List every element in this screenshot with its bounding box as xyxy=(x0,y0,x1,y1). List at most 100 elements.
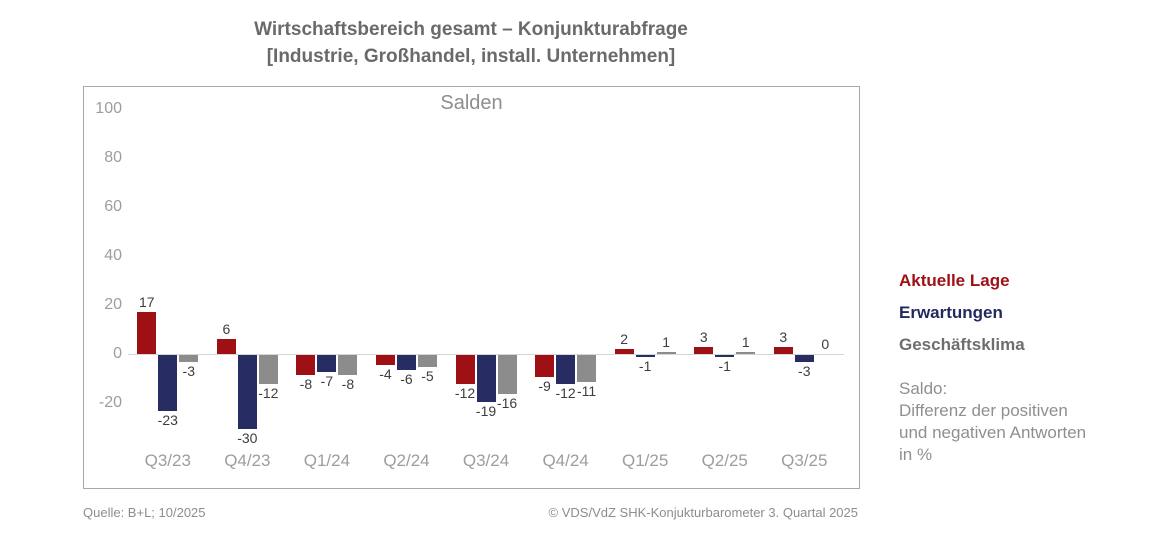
bar-slot: 1 xyxy=(656,87,676,486)
legend: Aktuelle Lage Erwartungen Geschäftsklima… xyxy=(899,272,1159,466)
saldo-definition-note: Saldo: Differenz der positiven und negat… xyxy=(899,378,1159,466)
bar xyxy=(635,355,655,358)
bar xyxy=(535,355,555,378)
bar-group: -9 -12 -11 xyxy=(526,87,606,486)
bar-slot: 2 xyxy=(614,87,634,486)
bar xyxy=(794,355,814,363)
bar-value-label: 2 xyxy=(620,331,629,348)
title-line-2: [Industrie, Großhandel, install. Unterne… xyxy=(266,46,676,67)
y-tick-label: 60 xyxy=(104,198,122,215)
plot-title: Salden xyxy=(440,92,503,114)
bar xyxy=(694,346,714,354)
bar-slot: -12 xyxy=(454,87,476,486)
bar-value-label: -16 xyxy=(496,395,518,412)
bar-slot: 1 xyxy=(736,87,756,486)
bar xyxy=(396,355,416,370)
bar-slot: -1 xyxy=(715,87,735,486)
bar-slot: -6 xyxy=(396,87,416,486)
bar-group: 2 -1 1 xyxy=(605,87,685,486)
x-axis-labels: Q3/23 Q4/23 Q1/24 Q2/24 Q3/24 Q4/24 Q1/25 Q2/25… xyxy=(128,451,844,471)
bar-value-label: -4 xyxy=(379,365,392,382)
bar-value-label: 6 xyxy=(222,321,231,338)
bar-value-label: -7 xyxy=(320,373,334,390)
zero-baseline xyxy=(128,354,844,355)
bar-slot: 3 xyxy=(694,87,714,486)
bar-slot: -9 xyxy=(535,87,555,486)
chart-main-title: Wirtschaftsbereich gesamt – Konjunkturab… xyxy=(83,16,859,70)
note-line-2: Differenz der positiven xyxy=(899,401,1068,420)
x-tick-label: Q3/24 xyxy=(462,451,510,470)
bar-group: -4 -6 -5 xyxy=(367,87,447,486)
bar-value-label: -3 xyxy=(798,363,811,380)
bar-value-label: -11 xyxy=(576,382,597,399)
bar-slot: -30 xyxy=(237,87,258,486)
bar xyxy=(237,355,257,429)
bar xyxy=(497,355,517,395)
legend-item-aktuelle-lage: Aktuelle Lage xyxy=(899,271,1010,290)
x-tick-label: Q3/23 xyxy=(144,451,191,470)
bar xyxy=(614,349,634,354)
plot-area: Salden 100 80 60 40 20 0 -20 17 -23 -3 6 -30 -12 -8-… xyxy=(83,86,860,489)
bar-slot: -7 xyxy=(317,87,337,486)
bar-value-label: -1 xyxy=(718,358,731,375)
bar xyxy=(476,355,496,402)
bar xyxy=(455,355,475,385)
bar xyxy=(773,346,793,354)
bar-group: 6 -30 -12 xyxy=(208,87,288,486)
y-tick-label: -20 xyxy=(98,394,122,411)
bar-slot: 3 xyxy=(773,87,793,486)
copyright-note: © VDS/VdZ SHK-Konjukturbarometer 3. Quar… xyxy=(548,505,858,520)
bar xyxy=(179,355,199,363)
bar-value-label: -8 xyxy=(341,375,355,392)
bar-value-label: -12 xyxy=(454,385,476,402)
y-tick-label: 100 xyxy=(95,100,122,117)
x-tick-label: Q3/25 xyxy=(781,451,828,470)
y-tick-label: 40 xyxy=(104,247,122,264)
bar-value-label: -3 xyxy=(182,363,196,380)
x-tick-label: Q2/24 xyxy=(383,451,430,470)
bar-group: 17 -23 -3 xyxy=(128,87,208,486)
bar-group: -8 -7 -8 xyxy=(287,87,367,486)
bar-group: 3 -3 0 xyxy=(765,87,845,486)
bar-value-label: -9 xyxy=(538,378,551,395)
bar-slot: -23 xyxy=(157,87,178,486)
bar xyxy=(258,355,278,385)
bar-slot: -4 xyxy=(375,87,395,486)
bar-value-label: 17 xyxy=(138,294,155,311)
note-line-4: in % xyxy=(899,445,933,464)
bar-value-label: 3 xyxy=(779,328,788,345)
bar-value-label: -30 xyxy=(237,429,258,446)
bar-value-label: -12 xyxy=(555,385,576,402)
legend-item-erwartungen: Erwartungen xyxy=(899,303,1003,322)
bar-value-label: 0 xyxy=(821,336,830,352)
bar xyxy=(296,355,316,375)
x-tick-label: Q4/24 xyxy=(542,451,589,470)
legend-item-geschaeftsklima: Geschäftsklima xyxy=(899,335,1025,354)
y-tick-label: 80 xyxy=(104,149,122,166)
note-line-3: und negativen Antworten xyxy=(899,423,1087,442)
bar-slot: -8 xyxy=(338,87,358,486)
bar-slot: -11 xyxy=(577,87,596,486)
x-tick-label: Q2/25 xyxy=(701,451,748,470)
bar-slot: 0 xyxy=(816,87,835,486)
bar-group: 3 -1 1 xyxy=(685,87,765,486)
bar xyxy=(375,355,395,365)
bar xyxy=(158,355,178,412)
bar-value-label: 3 xyxy=(699,328,708,345)
bar-slot: 17 xyxy=(137,87,157,486)
bar-groups: 17 -23 -3 6 -30 -12 -8 -7 -8 -4 -6 -5 -12 -19 -16 -9 -12… xyxy=(128,87,844,486)
bar-value-label: 1 xyxy=(741,333,750,350)
y-tick-label: 20 xyxy=(104,296,122,313)
bar xyxy=(577,355,597,382)
y-tick-label: 0 xyxy=(113,345,122,362)
bar xyxy=(736,351,756,354)
bar xyxy=(656,351,676,354)
bar-value-label: -23 xyxy=(157,412,178,429)
bar-slot: -3 xyxy=(794,87,814,486)
bar-value-label: -8 xyxy=(299,375,313,392)
x-tick-label: Q4/23 xyxy=(224,451,271,470)
bar xyxy=(317,355,337,373)
bar xyxy=(137,312,157,354)
bar-slot: -19 xyxy=(476,87,496,486)
